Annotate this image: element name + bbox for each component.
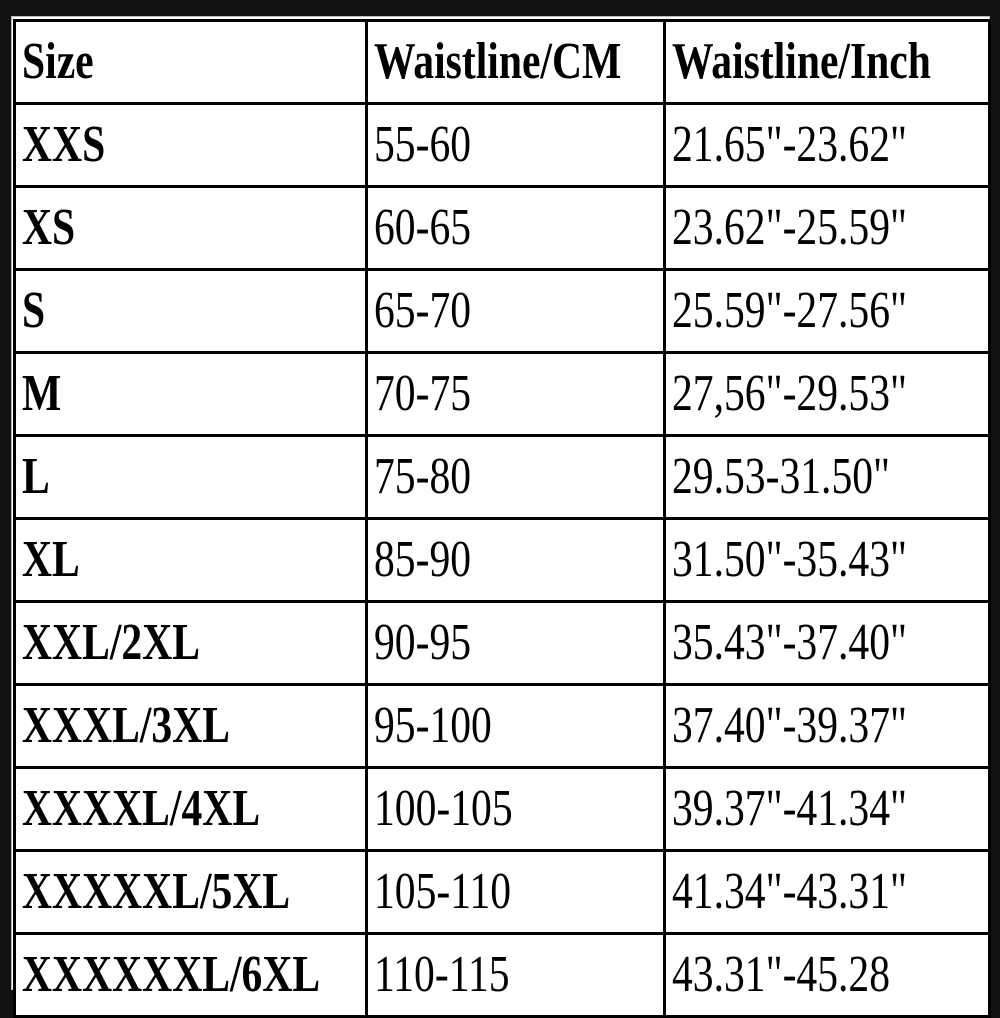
- cell-waist-inch: 41.34"-43.31": [663, 849, 991, 935]
- table-row: XXL/2XL 90-95 35.43"-37.40": [13, 600, 991, 686]
- header-waist-cm: Waistline/CM: [365, 19, 666, 105]
- cell-waist-inch: 21.65"-23.62": [663, 102, 991, 188]
- cell-text-size: L: [22, 448, 50, 505]
- cell-waist-cm: 55-60: [365, 102, 666, 188]
- cell-size: XXXXXXL/6XL: [13, 932, 368, 1018]
- cell-text-waist-inch: 31.50"-35.43": [672, 531, 908, 588]
- cell-waist-cm: 75-80: [365, 434, 666, 520]
- cell-text-waist-inch: 23.62"-25.59": [672, 199, 908, 256]
- cell-size: L: [13, 434, 368, 520]
- cell-waist-inch: 29.53-31.50": [663, 434, 991, 520]
- cell-text-waist-inch: 43.31"-45.28: [672, 946, 891, 1003]
- cell-text-waist-cm: 75-80: [374, 448, 472, 505]
- cell-waist-cm: 65-70: [365, 268, 666, 354]
- cell-text-waist-cm: 95-100: [374, 697, 492, 754]
- cell-text-waist-cm: 100-105: [374, 780, 513, 837]
- cell-text-size: XXXL/3XL: [22, 697, 231, 754]
- cell-waist-inch: 37.40"-39.37": [663, 683, 991, 769]
- table-row: XXXXXL/5XL 105-110 41.34"-43.31": [13, 849, 991, 935]
- header-label-waist-cm: Waistline/CM: [374, 33, 622, 90]
- table-row: XXXXXXL/6XL 110-115 43.31"-45.28: [13, 932, 991, 1018]
- table-row: S 65-70 25.59"-27.56": [13, 268, 991, 354]
- cell-text-waist-inch: 27,56"-29.53": [672, 365, 908, 422]
- cell-size: XXS: [13, 102, 368, 188]
- cell-waist-cm: 85-90: [365, 517, 666, 603]
- cell-text-size: XS: [22, 199, 76, 256]
- table-row: XS 60-65 23.62"-25.59": [13, 185, 991, 271]
- cell-text-waist-inch: 25.59"-27.56": [672, 282, 908, 339]
- cell-waist-cm: 105-110: [365, 849, 666, 935]
- header-row: Size Waistline/CM Waistline/Inch: [13, 19, 991, 105]
- cell-text-size: XXXXXXL/6XL: [22, 946, 321, 1003]
- cell-size: XXL/2XL: [13, 600, 368, 686]
- cell-waist-cm: 100-105: [365, 766, 666, 852]
- cell-waist-inch: 25.59"-27.56": [663, 268, 991, 354]
- cell-size: XXXL/3XL: [13, 683, 368, 769]
- cell-text-waist-cm: 85-90: [374, 531, 472, 588]
- cell-waist-cm: 95-100: [365, 683, 666, 769]
- table-row: XXXL/3XL 95-100 37.40"-39.37": [13, 683, 991, 769]
- header-size: Size: [13, 19, 368, 105]
- table-row: XL 85-90 31.50"-35.43": [13, 517, 991, 603]
- cell-size: XL: [13, 517, 368, 603]
- cell-text-size: XXXXL/4XL: [22, 780, 261, 837]
- cell-text-waist-cm: 55-60: [374, 116, 472, 173]
- table-row: XXXXL/4XL 100-105 39.37"-41.34": [13, 766, 991, 852]
- header-label-waist-inch: Waistline/Inch: [672, 33, 931, 90]
- cell-text-waist-cm: 70-75: [374, 365, 472, 422]
- cell-waist-inch: 27,56"-29.53": [663, 351, 991, 437]
- cell-waist-cm: 110-115: [365, 932, 666, 1018]
- table-row: L 75-80 29.53-31.50": [13, 434, 991, 520]
- cell-waist-cm: 60-65: [365, 185, 666, 271]
- cell-waist-inch: 35.43"-37.40": [663, 600, 991, 686]
- cell-text-size: M: [22, 365, 62, 422]
- table-row: XXS 55-60 21.65"-23.62": [13, 102, 991, 188]
- cell-size: M: [13, 351, 368, 437]
- size-chart-table: Size Waistline/CM Waistline/Inch XXS 55-60 21…: [13, 19, 991, 1018]
- table-row: M 70-75 27,56"-29.53": [13, 351, 991, 437]
- cell-text-size: XXS: [22, 116, 106, 173]
- cell-text-waist-cm: 105-110: [374, 863, 512, 920]
- cell-text-waist-inch: 39.37"-41.34": [672, 780, 908, 837]
- cell-text-waist-inch: 21.65"-23.62": [672, 116, 908, 173]
- cell-size: XXXXXL/5XL: [13, 849, 368, 935]
- cell-text-waist-cm: 110-115: [374, 946, 510, 1003]
- cell-waist-inch: 23.62"-25.59": [663, 185, 991, 271]
- cell-size: XXXXL/4XL: [13, 766, 368, 852]
- cell-text-waist-inch: 29.53-31.50": [672, 448, 891, 505]
- cell-waist-inch: 39.37"-41.34": [663, 766, 991, 852]
- cell-text-size: XL: [22, 531, 80, 588]
- cell-waist-inch: 31.50"-35.43": [663, 517, 991, 603]
- cell-waist-cm: 90-95: [365, 600, 666, 686]
- cell-waist-cm: 70-75: [365, 351, 666, 437]
- cell-text-waist-inch: 35.43"-37.40": [672, 614, 908, 671]
- cell-text-waist-cm: 90-95: [374, 614, 472, 671]
- header-waist-inch: Waistline/Inch: [663, 19, 991, 105]
- cell-size: S: [13, 268, 368, 354]
- cell-text-size: XXXXXL/5XL: [22, 863, 291, 920]
- cell-text-waist-inch: 37.40"-39.37": [672, 697, 908, 754]
- header-label-size: Size: [22, 33, 94, 90]
- cell-waist-inch: 43.31"-45.28: [663, 932, 991, 1018]
- cell-text-size: S: [22, 282, 46, 339]
- cell-size: XS: [13, 185, 368, 271]
- cell-text-waist-cm: 65-70: [374, 282, 472, 339]
- cell-text-size: XXL/2XL: [22, 614, 200, 671]
- cell-text-waist-cm: 60-65: [374, 199, 472, 256]
- cell-text-waist-inch: 41.34"-43.31": [672, 863, 908, 920]
